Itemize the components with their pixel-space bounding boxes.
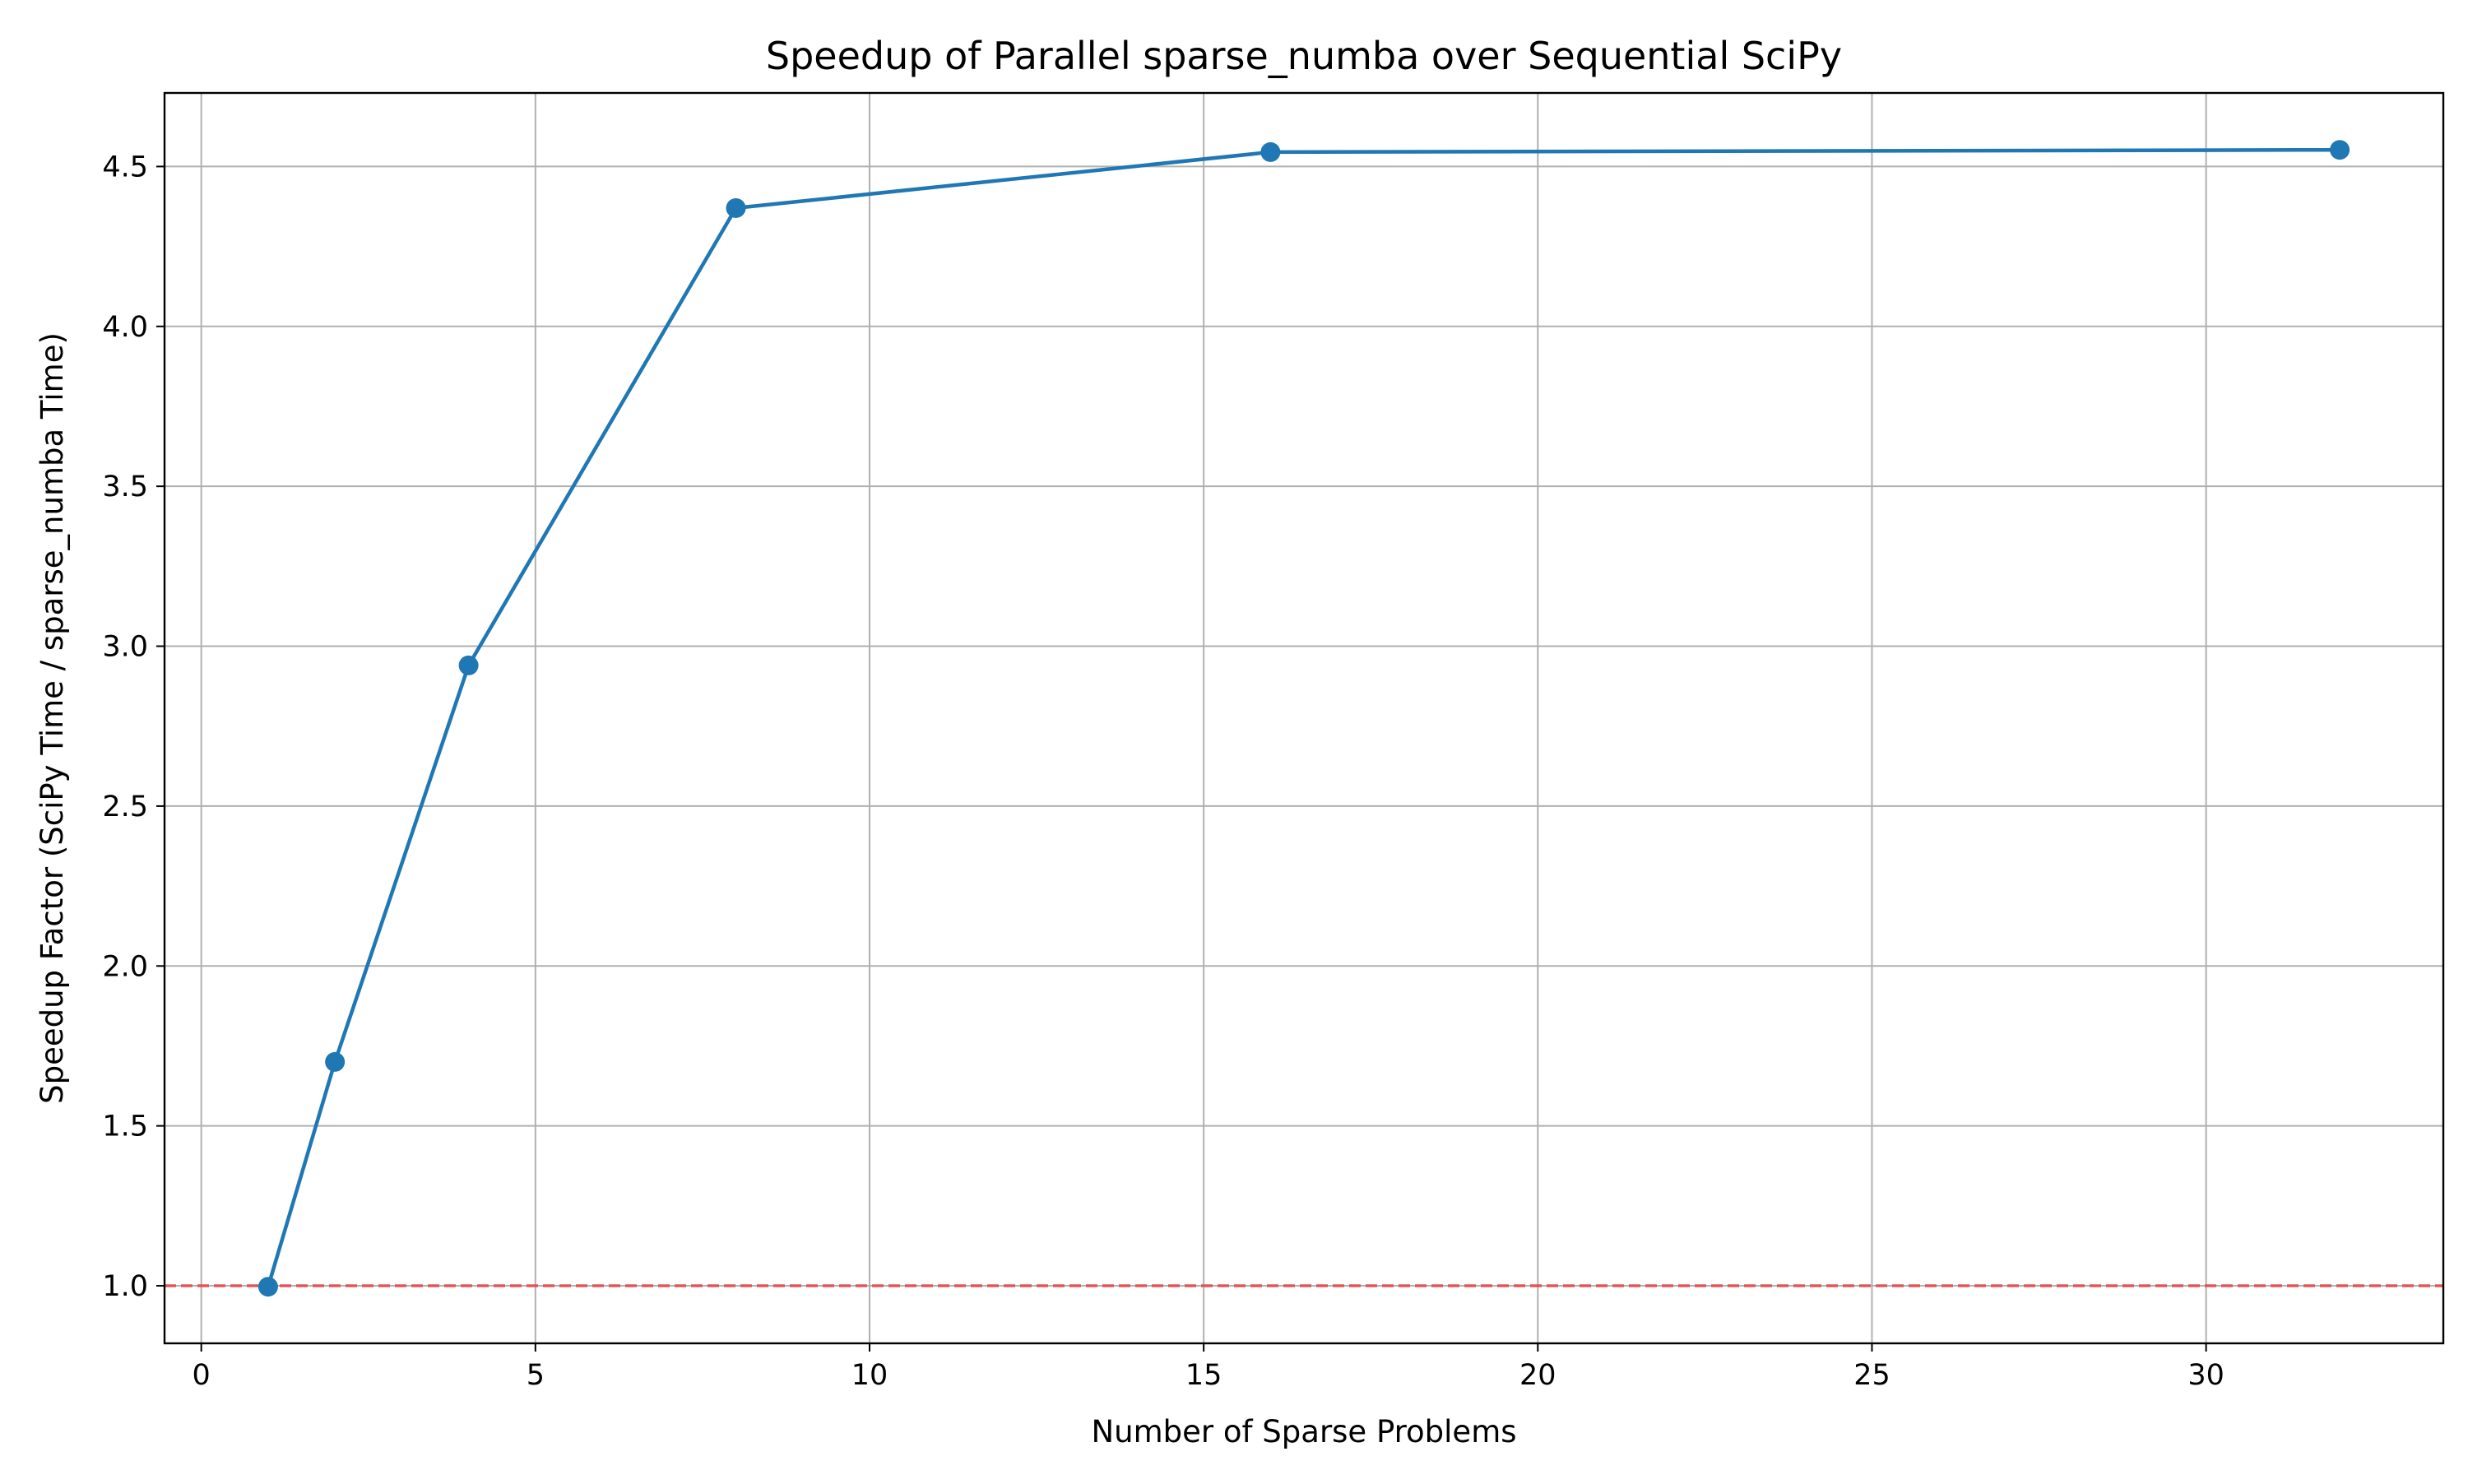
chart-title: Speedup of Parallel sparse_numba over Se… [766, 34, 1842, 78]
data-point [1260, 141, 1281, 162]
y-tick-label: 1.5 [102, 1111, 148, 1143]
series-layer [257, 140, 2350, 1297]
x-tick-label: 15 [1185, 1359, 1222, 1392]
x-tick-label: 20 [1519, 1359, 1556, 1392]
data-point [325, 1051, 346, 1072]
ticks: 0 5 10 15 20 25 30 1.0 1.5 2.0 2.5 3.0 3.5 4.0 4.5 [102, 151, 2224, 1392]
y-tick-label: 3.5 [102, 471, 148, 503]
y-tick-label: 4.5 [102, 151, 148, 183]
plot-frame [163, 91, 2445, 1345]
x-axis-label: Number of Sparse Problems [1091, 1414, 1516, 1449]
x-tick-label: 0 [193, 1359, 211, 1392]
grid [165, 93, 2443, 1343]
y-axis-label: Speedup Factor (SciPy Time / sparse_numb… [35, 332, 70, 1104]
series-line [266, 147, 2340, 1287]
data-point [257, 1277, 278, 1297]
data-point [2330, 140, 2350, 160]
x-tick-label: 5 [527, 1359, 545, 1392]
y-tick-label: 2.5 [102, 791, 148, 823]
y-tick-label: 4.0 [102, 311, 148, 344]
x-tick-label: 10 [851, 1359, 888, 1392]
x-tick-label: 25 [1853, 1359, 1890, 1392]
y-tick-label: 2.0 [102, 950, 148, 983]
data-point [458, 655, 479, 675]
y-tick-label: 3.0 [102, 631, 148, 664]
y-tick-label: 1.0 [102, 1270, 148, 1303]
data-point [726, 197, 746, 218]
x-tick-label: 30 [2187, 1359, 2224, 1392]
